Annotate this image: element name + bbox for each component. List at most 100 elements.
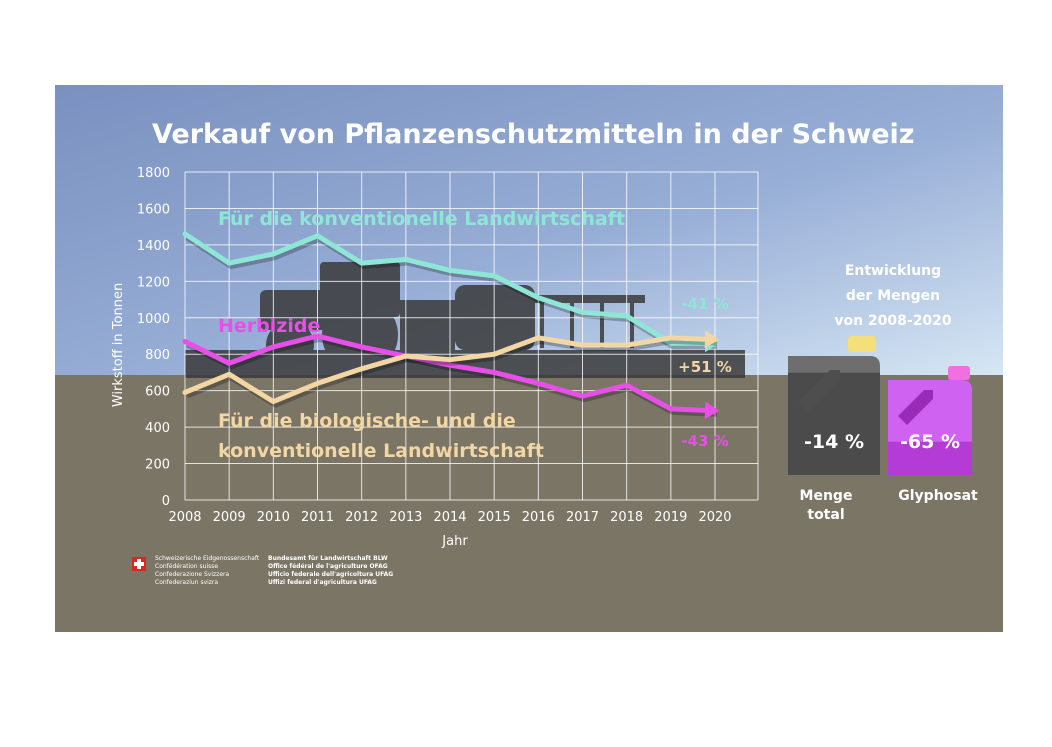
y-tick-label: 0 <box>162 494 170 509</box>
x-tick-label: 2009 <box>213 510 246 525</box>
chart-title: Verkauf von Pflanzenschutzmitteln in der… <box>152 119 915 150</box>
gridlines <box>184 171 759 501</box>
x-axis-label: Jahr <box>441 534 468 549</box>
x-tick-label: 2011 <box>301 510 334 525</box>
data-point <box>227 361 231 365</box>
data-point <box>713 338 717 342</box>
side-heading-line2: der Mengen <box>846 288 940 304</box>
data-point <box>625 314 629 318</box>
series-label-bio-line1: Für die biologische- und die <box>218 410 516 432</box>
data-point <box>316 234 320 238</box>
canister-total-cap <box>848 336 876 352</box>
side-heading-line1: Entwicklung <box>845 263 941 279</box>
y-tick-label: 1000 <box>137 312 170 327</box>
x-tick-label: 2014 <box>433 510 466 525</box>
x-tick-label: 2020 <box>698 510 731 525</box>
x-tick-label: 2010 <box>257 510 290 525</box>
change-label-conventional: -41 % <box>681 295 728 313</box>
data-point <box>581 394 585 398</box>
canister-glyphosate-cap <box>948 366 970 380</box>
data-point <box>625 383 629 387</box>
confederation-line3: Confederazione Svizzera <box>155 571 229 578</box>
series-label-bio-line2: konventionelle Landwirtschaft <box>218 440 544 462</box>
canister-total-fill <box>788 372 880 475</box>
y-tick-label: 600 <box>145 385 170 400</box>
x-tick-label: 2016 <box>522 510 555 525</box>
data-point <box>271 400 275 404</box>
office-line2: Office fédéral de l'agriculture OFAG <box>268 563 388 570</box>
y-axis-ticks: 0 200 400 600 800 1000 1200 1400 1600 1800 <box>137 166 170 509</box>
data-point <box>227 372 231 376</box>
data-point <box>625 343 629 347</box>
data-point <box>360 367 364 371</box>
data-point <box>536 381 540 385</box>
office-line3: Ufficio federale dell'agricoltura UFAG <box>268 571 393 578</box>
data-point <box>183 232 187 236</box>
series-line-1 <box>182 333 718 414</box>
data-point <box>404 257 408 261</box>
x-tick-label: 2012 <box>345 510 378 525</box>
y-tick-label: 1400 <box>137 239 170 254</box>
office-line4: Uffizi federal d'agricultura UFAG <box>268 579 377 586</box>
data-point <box>669 336 673 340</box>
confederation-line1: Schweizerische Eidgenossenschaft <box>155 555 260 562</box>
canister-total-label-line1: Menge <box>800 488 853 504</box>
x-tick-label: 2015 <box>478 510 511 525</box>
canister-total-handle <box>798 370 840 412</box>
data-point <box>492 274 496 278</box>
series-arrowhead-2 <box>704 330 719 349</box>
x-tick-label: 2018 <box>610 510 643 525</box>
x-axis-ticks: 2008 2009 2010 2011 2012 2013 2014 2015 2016 2017… <box>168 510 731 525</box>
canister-glyphosate-label: Glyphosat <box>898 488 978 504</box>
data-point <box>492 370 496 374</box>
data-point <box>360 261 364 265</box>
canister-total-value: -14 % <box>804 431 864 453</box>
series-line-0 <box>182 231 718 346</box>
footer: Schweizerische Eidgenossenschaft Confédé… <box>132 555 393 586</box>
series-lines <box>182 231 719 420</box>
canister-total-label-line2: total <box>807 507 844 523</box>
canister-glyphosate-fill <box>888 441 972 475</box>
x-tick-label: 2013 <box>389 510 422 525</box>
data-point <box>404 354 408 358</box>
x-tick-label: 2017 <box>566 510 599 525</box>
data-point <box>713 409 717 413</box>
y-tick-label: 800 <box>145 348 170 363</box>
change-label-herbicides: -43 % <box>681 432 728 450</box>
series-arrowhead-1 <box>704 401 719 420</box>
change-label-bio: +51 % <box>678 358 732 376</box>
data-point <box>271 345 275 349</box>
y-tick-label: 1800 <box>137 166 170 181</box>
x-tick-label: 2019 <box>654 510 687 525</box>
series-label-herbicides: Herbizide <box>218 315 320 337</box>
y-tick-label: 400 <box>145 421 170 436</box>
confederation-line2: Confédération suisse <box>155 563 218 570</box>
canister-glyphosate-handle <box>898 390 933 425</box>
y-tick-label: 1200 <box>137 275 170 290</box>
data-point <box>536 296 540 300</box>
y-tick-label: 1600 <box>137 202 170 217</box>
data-point <box>536 336 540 340</box>
y-tick-label: 200 <box>145 458 170 473</box>
data-point <box>183 390 187 394</box>
series-line-2 <box>182 335 718 405</box>
data-point <box>448 268 452 272</box>
data-point <box>492 352 496 356</box>
data-point <box>316 381 320 385</box>
series-label-conventional: Für die konventionelle Landwirtschaft <box>218 208 625 230</box>
data-point <box>271 252 275 256</box>
data-point <box>227 261 231 265</box>
series-shadow <box>185 337 718 408</box>
canister-glyphosate-value: -65 % <box>900 431 960 453</box>
data-point <box>669 407 673 411</box>
office-line1: Bundesamt für Landwirtschaft BLW <box>268 555 388 562</box>
data-point <box>183 339 187 343</box>
confederation-line4: Confederaziun svizra <box>155 579 218 586</box>
canister-total: -14 % Menge total <box>788 336 880 523</box>
data-point <box>360 345 364 349</box>
data-point <box>581 310 585 314</box>
canister-glyphosate: -65 % Glyphosat <box>888 366 978 504</box>
x-tick-label: 2008 <box>168 510 201 525</box>
data-point <box>581 343 585 347</box>
